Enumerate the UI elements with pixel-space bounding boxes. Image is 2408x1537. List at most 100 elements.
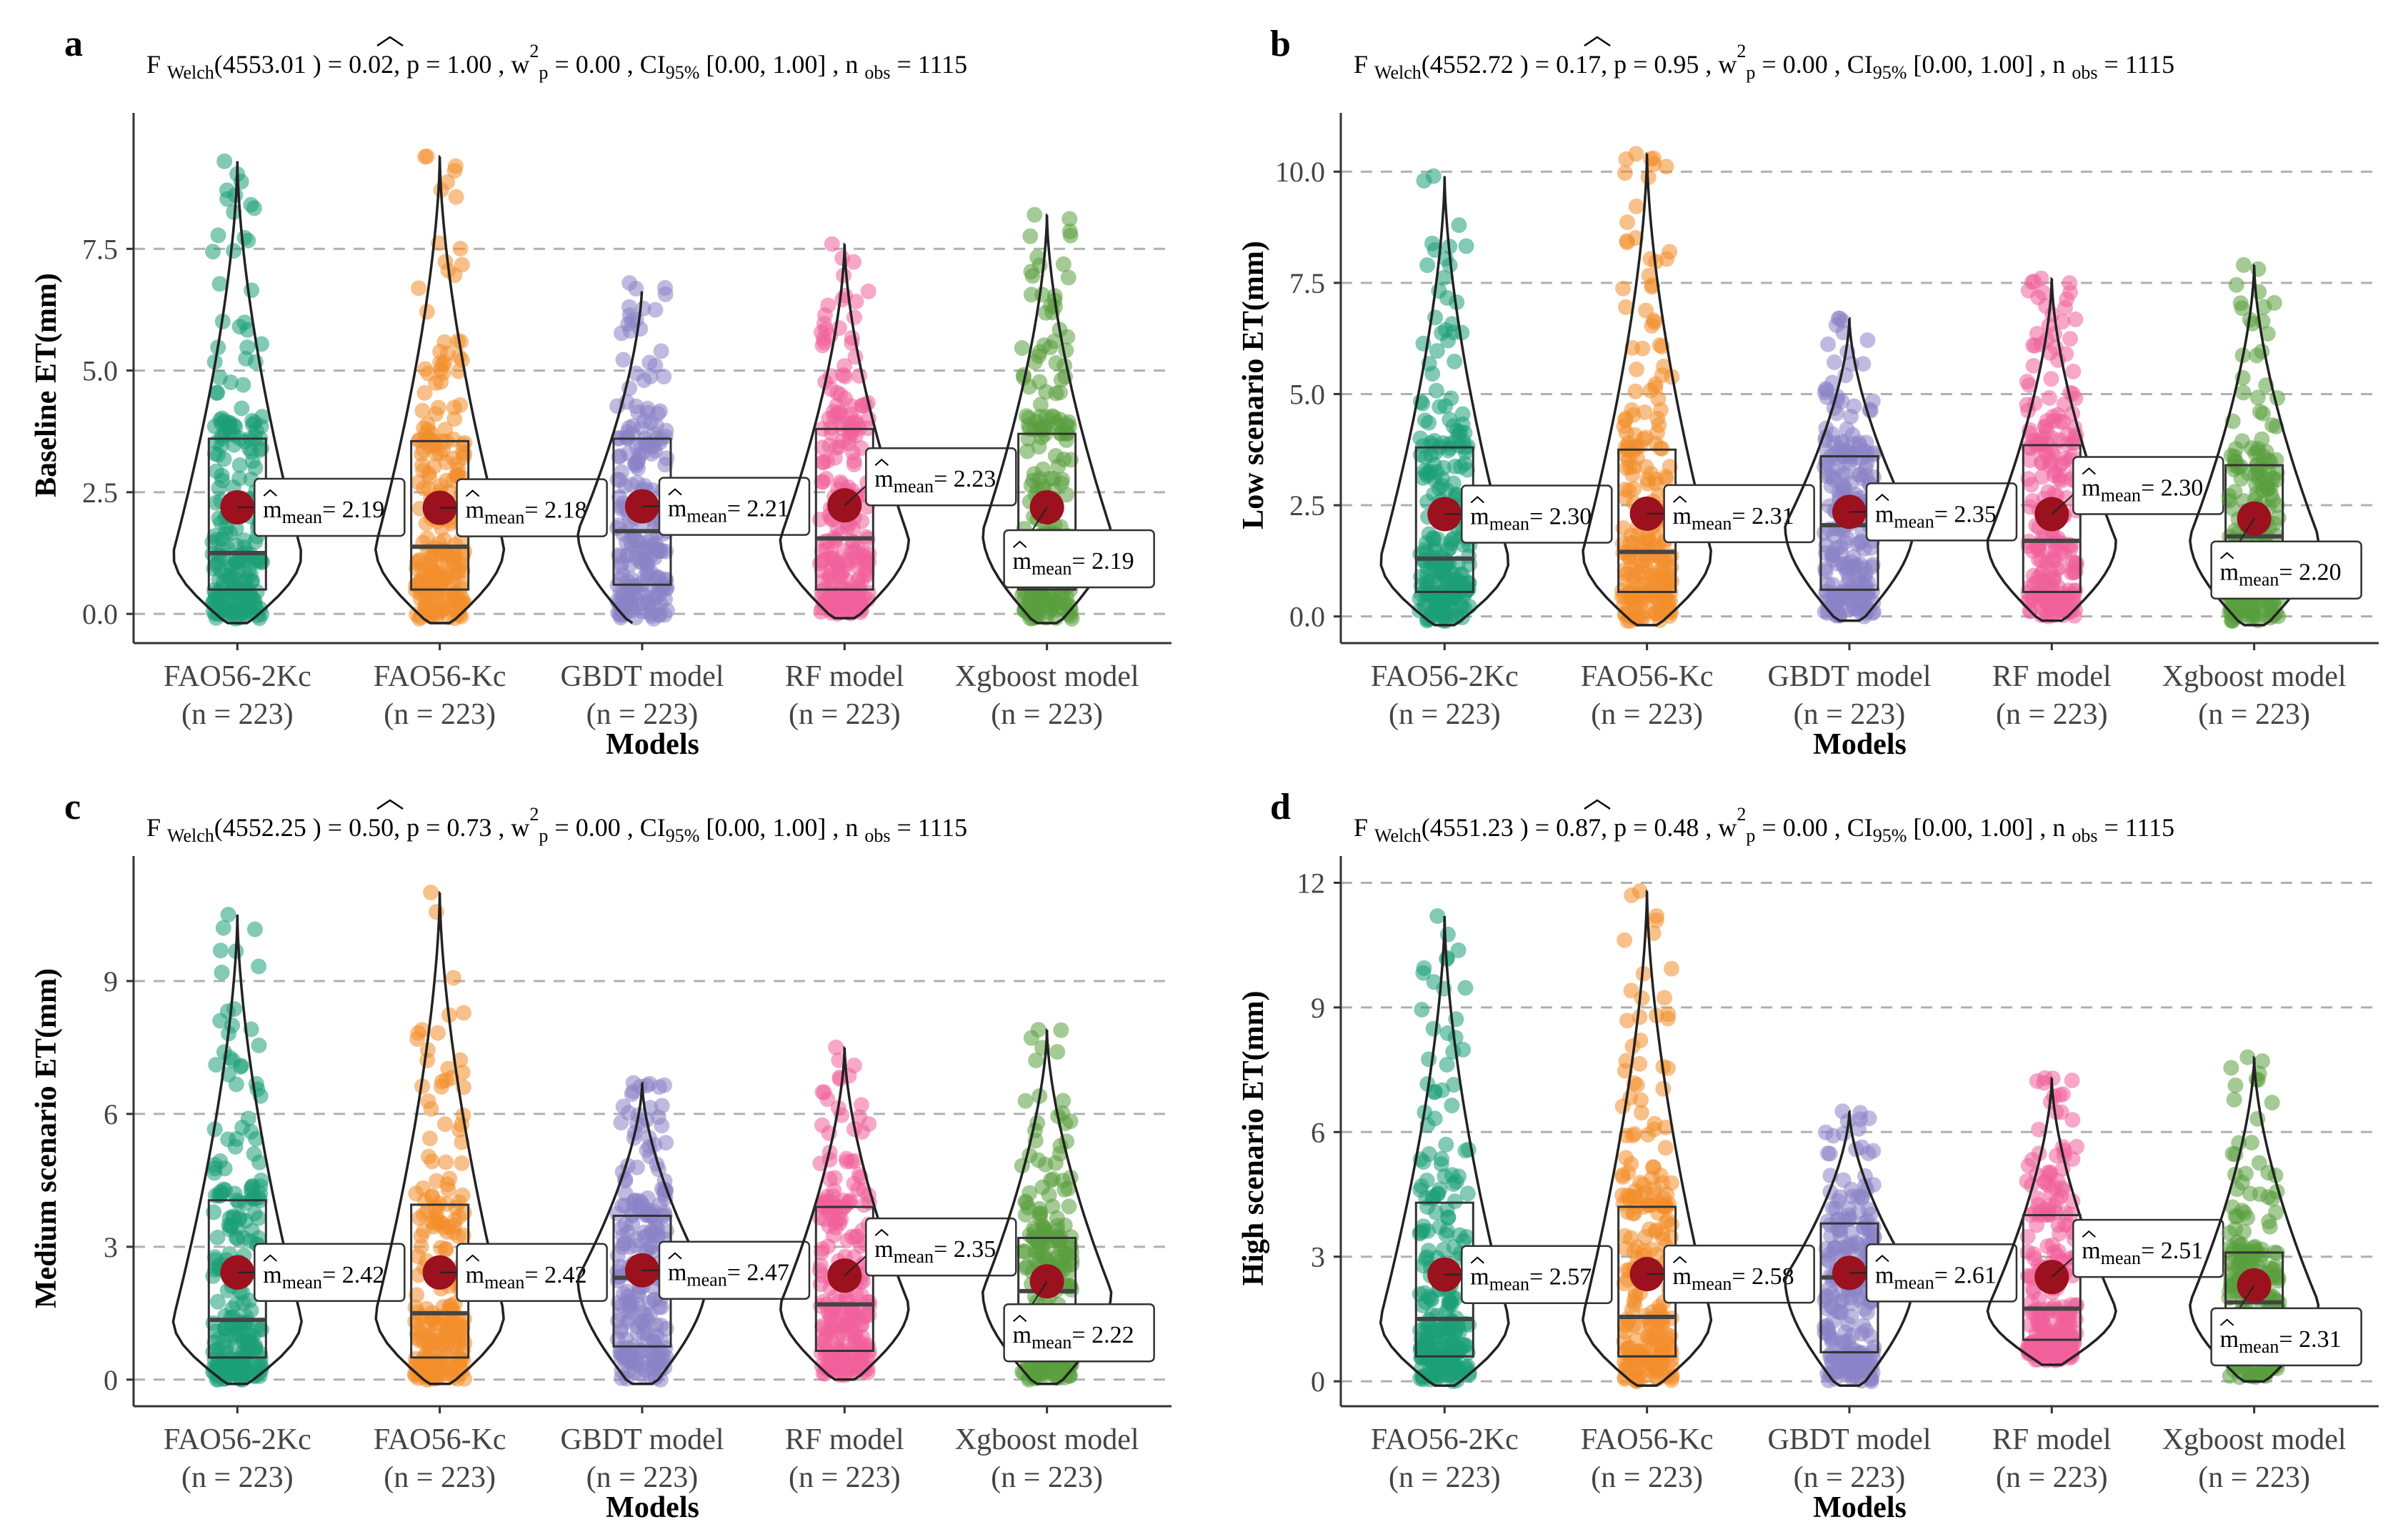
data-point [613, 1115, 629, 1131]
data-point [1457, 1143, 1474, 1159]
x-tick-n-label: (n = 223) [1591, 698, 1703, 731]
data-point [440, 1181, 456, 1198]
y-tick-label: 0 [104, 1364, 118, 1396]
data-point [244, 282, 260, 299]
data-point [429, 1173, 445, 1189]
data-point [1419, 1346, 1435, 1363]
stat-w: w [511, 813, 529, 842]
data-point [446, 163, 463, 179]
x-tick-label: Xgboost model [955, 660, 1139, 693]
data-point [2035, 284, 2052, 301]
data-point [814, 1117, 830, 1133]
data-point [1657, 990, 1672, 1006]
stat-w2: = 0.00 , CI [548, 50, 665, 79]
data-point [453, 1116, 469, 1133]
data-point [1458, 238, 1474, 254]
data-point [619, 534, 634, 551]
mean-label-hat [465, 1254, 480, 1262]
data-point [1438, 1136, 1454, 1153]
data-point [641, 1130, 657, 1145]
mean-label-hat [1672, 1255, 1687, 1263]
mean-point [2237, 1268, 2272, 1303]
data-point [1443, 535, 1459, 552]
mean-label-value: = 2.30 [2141, 475, 2203, 502]
y-tick-label: 2.5 [1289, 489, 1325, 522]
x-tick-label: FAO56-Kc [374, 660, 506, 693]
data-point [1820, 336, 1837, 352]
data-point [836, 358, 853, 374]
data-point [209, 1229, 226, 1245]
data-point [1425, 1020, 1442, 1037]
data-point [1047, 1155, 1064, 1171]
data-point [251, 1038, 267, 1053]
data-point [1031, 348, 1046, 364]
series-fao56-2kc: FAO56-2Kc(n = 223)mmean= 2.42 [164, 907, 406, 1494]
panel-letter: b [1270, 24, 1291, 64]
data-point [854, 602, 870, 618]
mean-label-m: m [2082, 1238, 2100, 1264]
x-tick-label: FAO56-2Kc [1371, 1423, 1519, 1456]
mean-label-box [2210, 540, 2362, 600]
mean-label: mmean= 2.20 [2220, 559, 2342, 590]
data-point [1614, 1167, 1631, 1183]
data-point [644, 1225, 661, 1241]
data-point [632, 1078, 649, 1095]
data-point [610, 1248, 626, 1264]
mean-label-m: m [263, 1262, 281, 1288]
data-point [1051, 384, 1068, 401]
data-point [1855, 356, 1872, 372]
stat-ci: [0.00, 1.00] , n [699, 50, 864, 79]
mean-label-box [658, 1240, 811, 1300]
data-point [653, 343, 669, 359]
data-point [1055, 1093, 1071, 1109]
data-point [1652, 402, 1669, 418]
data-point [1018, 408, 1034, 424]
data-point [2264, 1095, 2280, 1111]
data-point [1023, 1030, 1039, 1046]
mean-label-hat [263, 1254, 277, 1262]
data-point [236, 314, 253, 331]
data-point [2230, 1259, 2247, 1275]
data-point [1431, 480, 1447, 496]
data-point [1839, 421, 1855, 437]
data-point [424, 1153, 440, 1170]
mean-label-value: = 2.61 [1934, 1262, 1997, 1288]
data-point [2264, 1190, 2281, 1207]
data-point [1032, 397, 1049, 413]
data-point [217, 1320, 233, 1337]
data-point [214, 965, 230, 980]
data-point [643, 549, 659, 564]
y-tick-label: 0 [1311, 1366, 1325, 1398]
data-point [829, 520, 846, 537]
data-point [2222, 1278, 2239, 1294]
data-point [816, 334, 832, 351]
stat-f: F [146, 813, 167, 842]
x-tick-label: RF model [785, 1423, 904, 1456]
data-point [646, 1347, 662, 1363]
data-point [2023, 477, 2039, 493]
data-point [629, 454, 646, 470]
mean-label-sub: mean [282, 507, 322, 527]
data-point [1061, 1198, 1077, 1215]
data-point [1056, 451, 1072, 467]
data-point [829, 384, 845, 401]
data-point [1664, 960, 1679, 977]
x-tick-n-label: (n = 223) [1389, 1461, 1501, 1494]
data-point [2254, 431, 2270, 447]
data-point [820, 297, 836, 314]
data-point [2042, 1323, 2058, 1340]
mean-label-sub: mean [686, 506, 726, 527]
data-point [231, 470, 248, 487]
series-gbdt-model: GBDT model(n = 223)mmean= 2.61 [1767, 1103, 2018, 1494]
data-point [231, 1321, 247, 1338]
x-tick-n-label: (n = 223) [384, 698, 496, 731]
data-point [2067, 311, 2084, 327]
data-point [2252, 404, 2268, 420]
x-tick-label: RF model [785, 660, 904, 693]
data-point [1439, 926, 1456, 942]
data-point [2223, 1060, 2239, 1076]
mean-label-box [1003, 529, 1155, 589]
data-point [1662, 244, 1678, 260]
data-point [443, 591, 459, 607]
x-axis-label: Models [1813, 728, 1907, 761]
